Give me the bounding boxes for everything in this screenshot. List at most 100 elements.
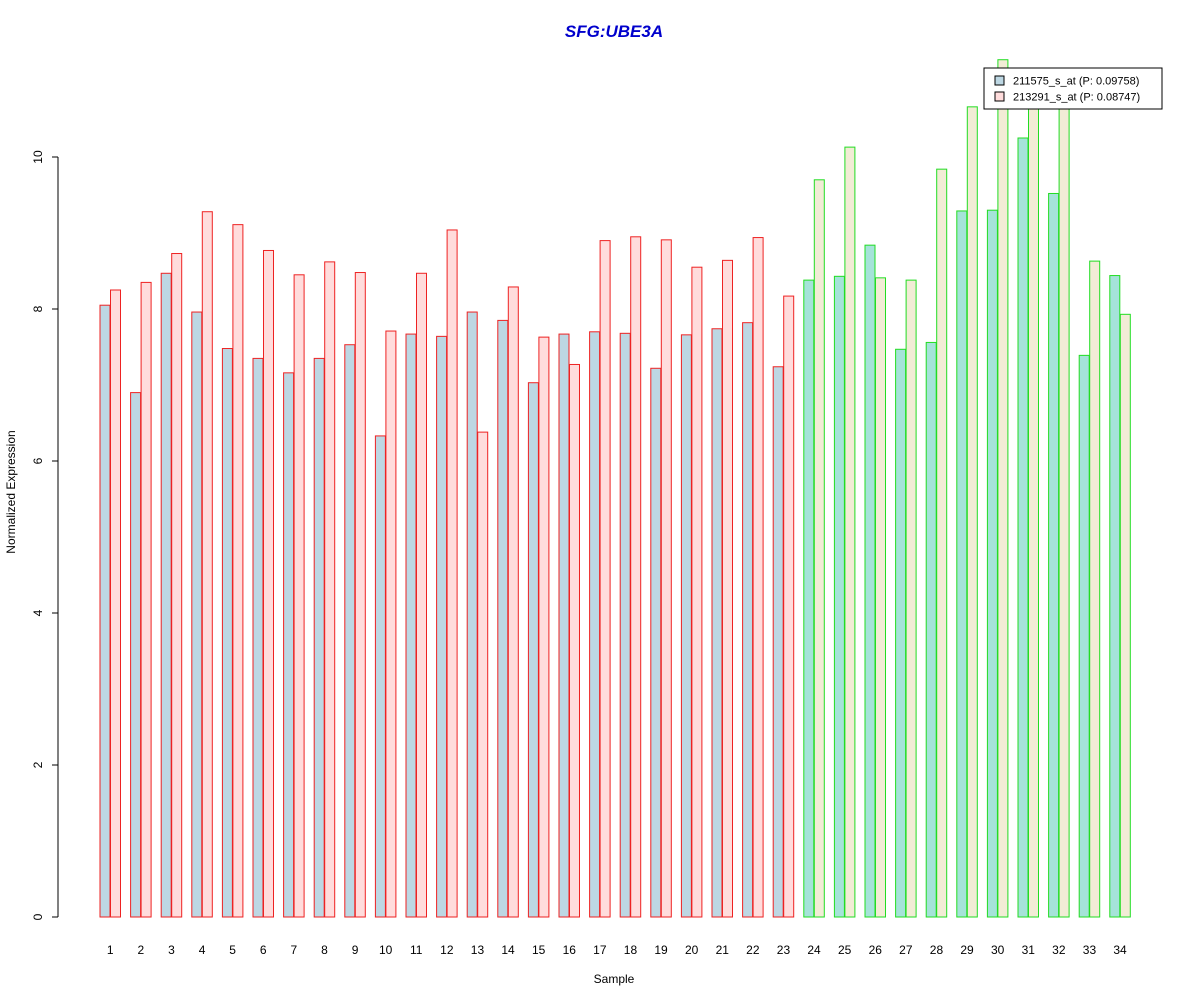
bar-sample-11-series-2 xyxy=(416,272,427,918)
bar-sample-22-series-2 xyxy=(752,237,764,918)
bar-sample-9-series-2 xyxy=(354,272,366,918)
legend-box xyxy=(983,67,1163,110)
bar-sample-10-series-2 xyxy=(385,330,397,918)
bar-sample-34-series-2 xyxy=(1119,313,1131,918)
bar-sample-4-series-1 xyxy=(191,311,203,918)
bar-sample-33-series-2 xyxy=(1089,260,1101,918)
x-tick-label-17: 17 xyxy=(593,943,607,957)
bar-sample-26-series-2 xyxy=(875,277,886,918)
x-tick-label-9: 9 xyxy=(352,943,359,957)
bar-sample-4-series-2 xyxy=(201,211,213,918)
y-tick-label-10: 10 xyxy=(31,150,45,164)
bar-sample-8-series-2 xyxy=(324,261,336,918)
bar-sample-21-series-2 xyxy=(722,259,733,918)
bar-sample-30-series-2 xyxy=(997,59,1009,918)
bar-sample-21-series-1 xyxy=(711,328,723,918)
bar-sample-15-series-1 xyxy=(527,382,539,918)
bar-sample-12-series-1 xyxy=(436,335,448,918)
bar-sample-29-series-2 xyxy=(966,106,978,918)
x-tick-label-8: 8 xyxy=(321,943,328,957)
bar-sample-18-series-2 xyxy=(630,236,642,918)
x-tick-label-30: 30 xyxy=(991,943,1005,957)
x-tick-label-28: 28 xyxy=(930,943,944,957)
bar-sample-28-series-1 xyxy=(925,341,937,918)
bar-sample-27-series-2 xyxy=(905,279,917,918)
x-tick-label-13: 13 xyxy=(471,943,485,957)
y-axis-label: Normalized Expression xyxy=(4,430,18,553)
bar-sample-30-series-1 xyxy=(986,209,998,918)
bar-sample-22-series-1 xyxy=(742,322,754,918)
bar-sample-1-series-2 xyxy=(110,289,121,918)
bar-sample-16-series-2 xyxy=(569,363,580,918)
bar-sample-20-series-1 xyxy=(680,334,692,918)
x-tick-label-19: 19 xyxy=(654,943,668,957)
y-tick-label-6: 6 xyxy=(31,457,45,464)
bar-sample-11-series-1 xyxy=(405,333,417,918)
x-tick-label-18: 18 xyxy=(624,943,638,957)
x-tick-label-20: 20 xyxy=(685,943,699,957)
x-tick-label-22: 22 xyxy=(746,943,760,957)
x-tick-label-15: 15 xyxy=(532,943,546,957)
x-tick-label-32: 32 xyxy=(1052,943,1066,957)
x-tick-label-4: 4 xyxy=(199,943,206,957)
y-tick-label-4: 4 xyxy=(31,609,45,616)
bar-sample-23-series-2 xyxy=(783,295,795,918)
bar-sample-17-series-2 xyxy=(599,240,611,918)
bar-sample-15-series-2 xyxy=(538,336,550,918)
bars-layer xyxy=(99,59,1131,918)
bar-sample-1-series-1 xyxy=(99,304,111,918)
bar-sample-28-series-2 xyxy=(936,168,948,918)
x-tick-label-25: 25 xyxy=(838,943,852,957)
x-tick-label-3: 3 xyxy=(168,943,175,957)
bar-sample-6-series-2 xyxy=(263,249,274,918)
y-tick-label-0: 0 xyxy=(31,913,45,920)
x-tick-label-27: 27 xyxy=(899,943,913,957)
bar-sample-10-series-1 xyxy=(374,435,386,918)
x-tick-label-6: 6 xyxy=(260,943,267,957)
bar-sample-19-series-1 xyxy=(650,367,662,918)
bar-sample-8-series-1 xyxy=(313,357,325,918)
chart-title: SFG:UBE3A xyxy=(565,22,663,41)
x-tick-label-11: 11 xyxy=(410,943,423,957)
bar-sample-2-series-1 xyxy=(130,392,142,918)
y-tick-label-2: 2 xyxy=(31,761,45,768)
bar-sample-23-series-1 xyxy=(772,366,784,918)
bar-sample-29-series-1 xyxy=(956,210,968,918)
bar-sample-33-series-1 xyxy=(1078,354,1090,918)
bar-sample-7-series-1 xyxy=(283,372,295,918)
bar-sample-5-series-2 xyxy=(232,224,244,918)
legend-label-2: 213291_s_at (P: 0.08747) xyxy=(1013,92,1140,104)
x-tick-label-7: 7 xyxy=(291,943,298,957)
legend: 211575_s_at (P: 0.09758) 213291_s_at (P: … xyxy=(983,67,1163,110)
bar-sample-13-series-1 xyxy=(466,311,478,918)
x-tick-label-10: 10 xyxy=(379,943,393,957)
legend-swatch-2 xyxy=(994,91,1005,102)
bar-sample-14-series-1 xyxy=(497,319,509,918)
bar-sample-25-series-2 xyxy=(844,146,856,918)
bar-sample-24-series-1 xyxy=(803,279,815,918)
bar-sample-18-series-1 xyxy=(619,332,631,918)
bar-sample-7-series-2 xyxy=(293,274,305,918)
bar-sample-6-series-1 xyxy=(252,357,264,918)
x-tick-label-1: 1 xyxy=(107,943,114,957)
bar-sample-25-series-1 xyxy=(833,275,845,918)
x-tick-label-14: 14 xyxy=(501,943,515,957)
x-axis: 1 2 3 4 5 6 7 8 9 10 11 12 13 14 15 16 17 18 19 20 21 22 23 24 2… xyxy=(107,943,1127,957)
x-tick-label-24: 24 xyxy=(807,943,821,957)
bar-sample-32-series-1 xyxy=(1048,192,1060,918)
bar-sample-31-series-1 xyxy=(1017,137,1029,918)
bar-sample-19-series-2 xyxy=(660,239,672,918)
bar-sample-24-series-2 xyxy=(813,179,825,918)
x-tick-label-26: 26 xyxy=(869,943,883,957)
x-tick-label-5: 5 xyxy=(229,943,236,957)
x-tick-label-29: 29 xyxy=(960,943,974,957)
x-tick-label-31: 31 xyxy=(1022,943,1036,957)
x-tick-label-23: 23 xyxy=(777,943,791,957)
x-tick-label-12: 12 xyxy=(440,943,454,957)
bar-sample-2-series-2 xyxy=(140,281,152,918)
x-tick-label-33: 33 xyxy=(1083,943,1097,957)
x-tick-label-2: 2 xyxy=(138,943,145,957)
bar-sample-12-series-2 xyxy=(446,229,458,918)
x-tick-label-21: 21 xyxy=(716,943,730,957)
